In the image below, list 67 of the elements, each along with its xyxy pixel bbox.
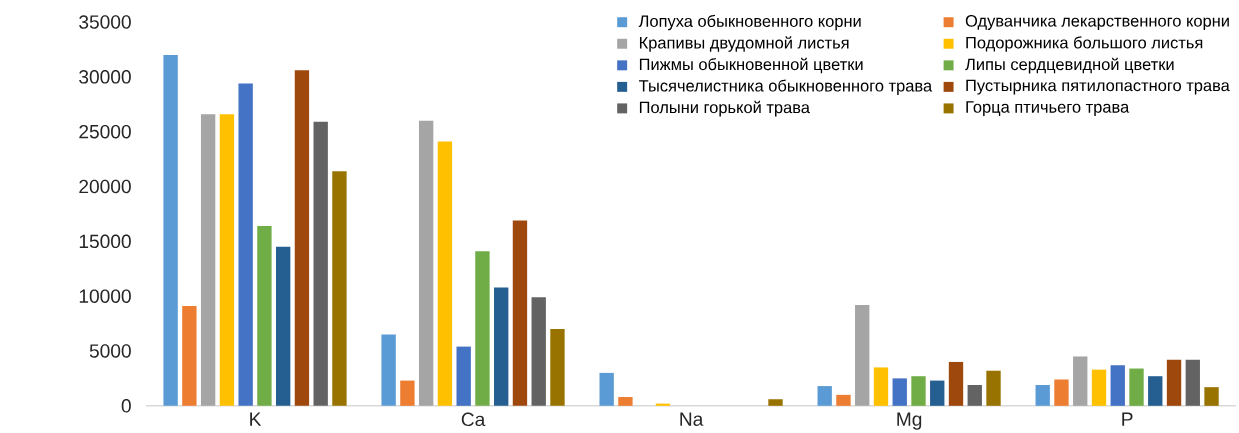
bar xyxy=(1185,359,1200,406)
bar xyxy=(618,397,633,406)
x-tick-label: Mg xyxy=(897,412,922,430)
bar xyxy=(163,55,178,406)
legend-label: Полыни горькой трава xyxy=(639,101,810,117)
bar xyxy=(817,386,832,406)
bar xyxy=(836,395,851,406)
legend-label: Липы сердцевидной цветки xyxy=(965,57,1174,74)
bar xyxy=(1054,379,1069,406)
bar xyxy=(200,114,216,406)
bar xyxy=(550,329,565,406)
bar xyxy=(332,171,347,406)
bar xyxy=(294,70,310,406)
bar xyxy=(494,287,509,406)
bar xyxy=(313,122,328,406)
x-tick-label: Ca xyxy=(461,412,486,427)
bar xyxy=(456,346,471,406)
bar xyxy=(873,367,889,406)
bar xyxy=(1204,387,1219,406)
bar xyxy=(381,334,396,406)
bar xyxy=(967,385,982,406)
bar xyxy=(1073,356,1088,406)
bar xyxy=(182,306,197,406)
bar xyxy=(400,380,415,406)
bar xyxy=(855,305,870,406)
x-tick-label: K xyxy=(250,412,262,426)
bar xyxy=(892,378,907,406)
bar xyxy=(599,373,614,406)
legend-label: Одуванчика лекарственного корни xyxy=(965,15,1229,31)
legend-label: Пижмы обыкновенной цветки xyxy=(639,57,863,74)
bar xyxy=(655,403,671,406)
bar xyxy=(1035,385,1050,406)
y-tick-label: 5000 xyxy=(89,344,131,358)
bar xyxy=(238,83,253,406)
bar xyxy=(930,380,945,406)
y-tick-label: 0 xyxy=(121,399,131,413)
legend-label: Крапивы двудомной листья xyxy=(639,36,849,53)
bar xyxy=(1148,376,1163,406)
bar xyxy=(1129,368,1144,406)
bar xyxy=(1166,359,1182,406)
bar xyxy=(911,376,926,406)
bar xyxy=(275,247,291,406)
legend-label: Тысячелистника обыкновенного трава xyxy=(638,79,933,96)
bar xyxy=(219,114,235,406)
bar xyxy=(512,220,528,406)
y-tick-label: 10000 xyxy=(79,289,131,304)
bar xyxy=(1110,365,1125,406)
bar xyxy=(437,141,453,406)
bar xyxy=(418,120,434,406)
y-tick-label: 30000 xyxy=(79,70,131,84)
bar xyxy=(257,226,272,406)
legend-label: Подорожника большого листья xyxy=(966,36,1203,52)
bar xyxy=(1091,369,1107,406)
y-tick-label: 35000 xyxy=(79,15,131,29)
y-tick-label: 15000 xyxy=(79,234,131,249)
bar xyxy=(948,362,964,406)
bar xyxy=(768,399,783,406)
bar xyxy=(475,251,490,406)
bar xyxy=(531,297,546,406)
bar xyxy=(986,370,1001,406)
legend-label: Горца птичьего трава xyxy=(966,101,1130,117)
y-tick-label: 20000 xyxy=(79,179,131,194)
legend-label: Лопуха обыкновенного корни xyxy=(638,14,861,31)
x-tick-label: P xyxy=(1122,412,1133,426)
legend-label: Пустырника пятилопастного трава xyxy=(966,79,1230,95)
y-tick-label: 25000 xyxy=(79,125,131,139)
x-tick-label: Na xyxy=(680,412,704,427)
